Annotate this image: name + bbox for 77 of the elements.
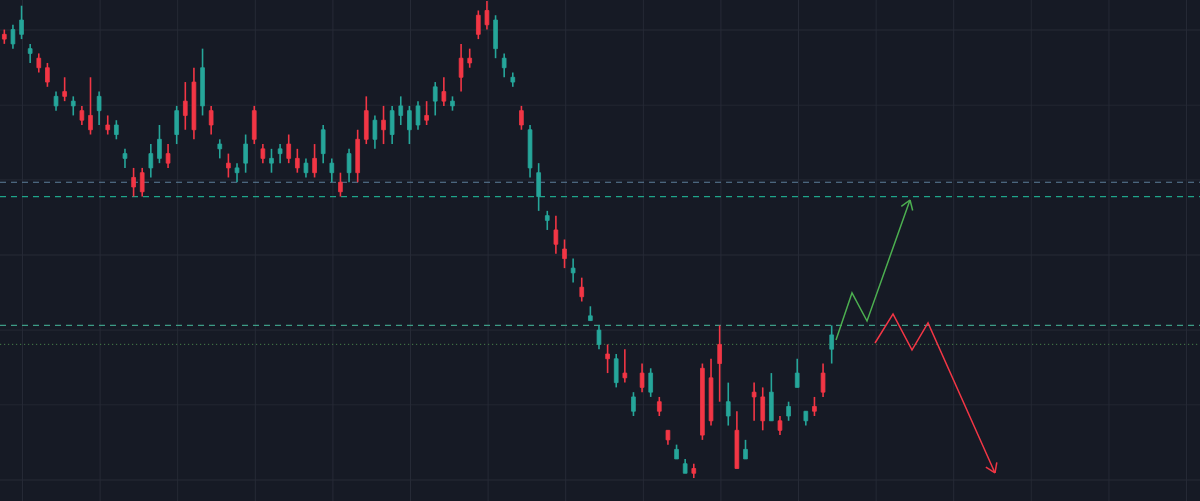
candlestick — [820, 362, 826, 398]
candlestick — [467, 47, 473, 69]
candlestick — [639, 362, 645, 393]
candlestick — [717, 324, 722, 403]
candlestick — [53, 90, 59, 112]
candlestick — [777, 415, 783, 436]
candlestick — [398, 95, 404, 126]
candlestick — [519, 105, 524, 131]
candlestick — [226, 152, 231, 179]
candlestick — [320, 124, 326, 164]
candlestick — [234, 162, 240, 184]
candlestick — [725, 381, 731, 427]
candlestick — [544, 210, 550, 231]
candlestick — [794, 357, 800, 389]
candlestick — [122, 148, 128, 169]
candlestick — [338, 171, 343, 198]
candlestick — [329, 157, 335, 184]
candlestick — [303, 157, 309, 179]
candlestick — [114, 119, 119, 141]
candlestick — [786, 400, 791, 422]
candlestick — [536, 162, 541, 212]
candlestick — [389, 105, 395, 145]
candlestick — [260, 143, 266, 164]
candlestick — [295, 148, 300, 174]
candlestick — [88, 76, 93, 136]
candlestick — [174, 105, 179, 145]
candlestick — [165, 143, 171, 169]
candlestick — [346, 148, 352, 184]
candlestick — [286, 133, 292, 164]
candlestick — [596, 324, 602, 351]
candlestick — [613, 353, 619, 389]
candlestick — [36, 52, 42, 74]
candlestick — [579, 276, 585, 303]
candlestick — [208, 105, 214, 136]
candlestick — [19, 4, 24, 40]
candlestick — [269, 148, 274, 174]
candlestick — [751, 381, 757, 422]
candlestick — [243, 133, 248, 174]
candlestick — [62, 76, 67, 102]
candlestick — [70, 95, 76, 117]
candlestick — [484, 0, 490, 31]
candlestick — [139, 167, 145, 198]
candlestick — [312, 143, 317, 179]
candlestick — [27, 43, 33, 64]
candlestick — [372, 114, 378, 150]
candlestick — [415, 100, 421, 131]
candlestick — [562, 238, 567, 269]
candlestick — [622, 348, 628, 384]
candlestick — [157, 124, 162, 164]
candlestick — [441, 76, 447, 107]
candlestick — [476, 9, 481, 40]
candlestick — [148, 143, 154, 179]
candlestick — [407, 105, 412, 145]
candlestick — [631, 391, 636, 417]
candlestick — [605, 343, 610, 374]
candlestick — [45, 62, 50, 88]
candlestick — [10, 24, 16, 50]
candlestick — [812, 396, 817, 417]
candlestick — [743, 439, 748, 460]
candlestick — [79, 105, 85, 126]
candlestick — [829, 324, 834, 365]
candlestick — [277, 143, 283, 164]
candlestick — [131, 167, 136, 198]
candlestick — [381, 105, 386, 145]
candlestick — [432, 81, 438, 117]
candlestick — [217, 138, 223, 160]
candlestick — [424, 100, 429, 126]
candlestick — [183, 81, 188, 131]
candlestick — [760, 386, 766, 432]
candlestick — [657, 396, 662, 417]
candlestick — [105, 114, 111, 136]
candlestick — [648, 367, 653, 398]
candlestick — [570, 257, 576, 284]
candlestick — [553, 214, 559, 255]
candlestick — [458, 43, 464, 93]
candlestick — [96, 90, 102, 126]
candlestick — [501, 52, 507, 79]
